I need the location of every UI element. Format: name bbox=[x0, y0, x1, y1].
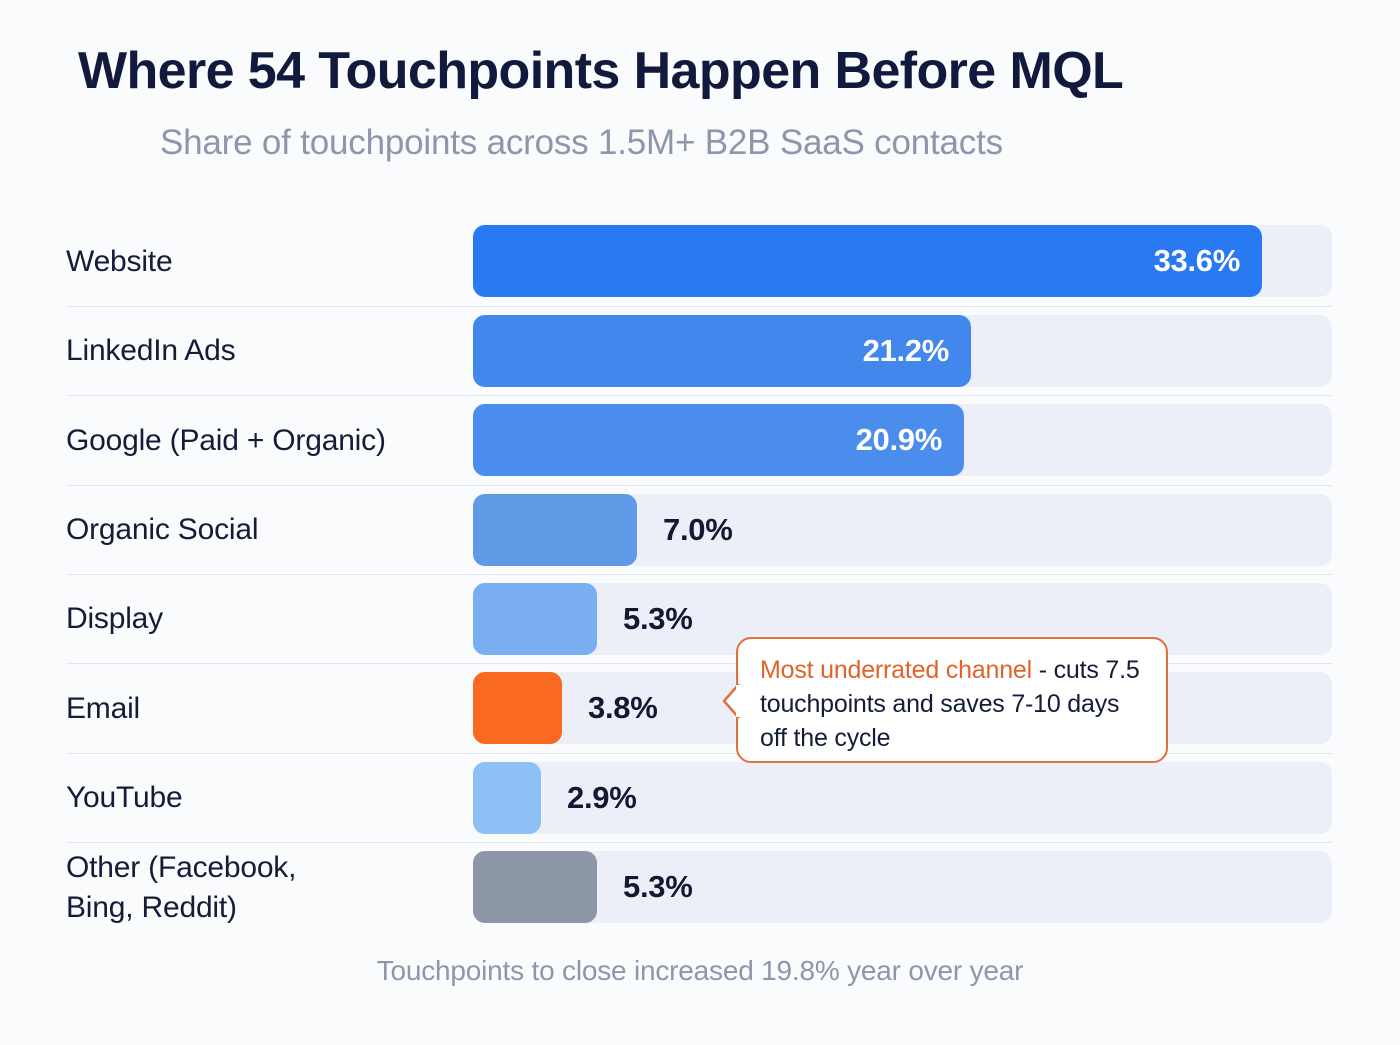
plot-area: Website 33.6% LinkedIn Ads 21.2% Google (Pai… bbox=[0, 197, 1400, 927]
bar-fill bbox=[473, 583, 597, 655]
page-subtitle: Share of touchpoints across 1.5M+ B2B Sa… bbox=[160, 123, 1003, 162]
callout-emphasis: Most underrated channel bbox=[760, 656, 1032, 684]
bar-fill bbox=[473, 851, 597, 923]
bar-category-label: Display bbox=[66, 602, 163, 635]
page-title: Where 54 Touchpoints Happen Before MQL bbox=[78, 42, 1124, 100]
bar-fill bbox=[473, 494, 637, 566]
row-divider bbox=[66, 842, 1332, 843]
bar-value-label: 3.8% bbox=[588, 690, 658, 725]
bar-row: Google (Paid + Organic) 20.9% bbox=[66, 395, 1334, 485]
bar-category-label: Google (Paid + Organic) bbox=[66, 424, 386, 457]
bar-fill bbox=[473, 315, 971, 387]
annotation-callout: Most underrated channel - cuts 7.5 touch… bbox=[722, 637, 1168, 763]
bar-fill bbox=[473, 762, 541, 834]
bar-category-label: LinkedIn Ads bbox=[66, 334, 236, 367]
callout-rest: - cuts 7.5 touchpoints and saves 7-10 da… bbox=[760, 656, 1140, 752]
bar-value-label: 20.9% bbox=[855, 422, 943, 457]
bar-value-label: 21.2% bbox=[862, 333, 950, 368]
bar-category-label: Website bbox=[66, 245, 173, 278]
row-divider bbox=[66, 663, 1332, 664]
bar-track: 2.9% bbox=[473, 762, 1332, 834]
bar-fill bbox=[473, 672, 562, 744]
bar-track: 20.9% bbox=[473, 404, 1332, 476]
bar-value-label: 33.6% bbox=[1153, 243, 1241, 278]
bar-category-label: Other (Facebook, Bing, Reddit) bbox=[66, 851, 297, 924]
bar-fill bbox=[473, 404, 964, 476]
bar-track: 21.2% bbox=[473, 315, 1332, 387]
bar-category-label: YouTube bbox=[66, 781, 183, 814]
bar-category-label: Email bbox=[66, 692, 141, 725]
row-divider bbox=[66, 395, 1332, 396]
bar-row: YouTube 2.9% bbox=[66, 753, 1334, 842]
bar-value-label: 7.0% bbox=[663, 512, 733, 547]
bar-fill bbox=[473, 225, 1262, 297]
row-divider bbox=[66, 306, 1332, 307]
bar-value-label: 5.3% bbox=[623, 869, 693, 904]
bar-row: Organic Social 7.0% bbox=[66, 485, 1334, 574]
bar-row: LinkedIn Ads 21.2% bbox=[66, 306, 1334, 395]
row-divider bbox=[66, 485, 1332, 486]
bar-value-label: 2.9% bbox=[567, 780, 637, 815]
bar-track: 7.0% bbox=[473, 494, 1332, 566]
bar-row: Other (Facebook, Bing, Reddit) 5.3% bbox=[66, 842, 1334, 932]
callout-text: Most underrated channel - cuts 7.5 touch… bbox=[760, 653, 1146, 755]
bar-category-label: Organic Social bbox=[66, 513, 259, 546]
bar-value-label: 5.3% bbox=[623, 601, 693, 636]
footer-note: Touchpoints to close increased 19.8% yea… bbox=[376, 955, 1024, 986]
callout-tail-icon bbox=[722, 683, 740, 719]
row-divider bbox=[66, 574, 1332, 575]
bar-track: 5.3% bbox=[473, 851, 1332, 923]
bar-row: Website 33.6% bbox=[66, 216, 1334, 306]
bar-track: 33.6% bbox=[473, 225, 1332, 297]
row-divider bbox=[66, 753, 1332, 754]
